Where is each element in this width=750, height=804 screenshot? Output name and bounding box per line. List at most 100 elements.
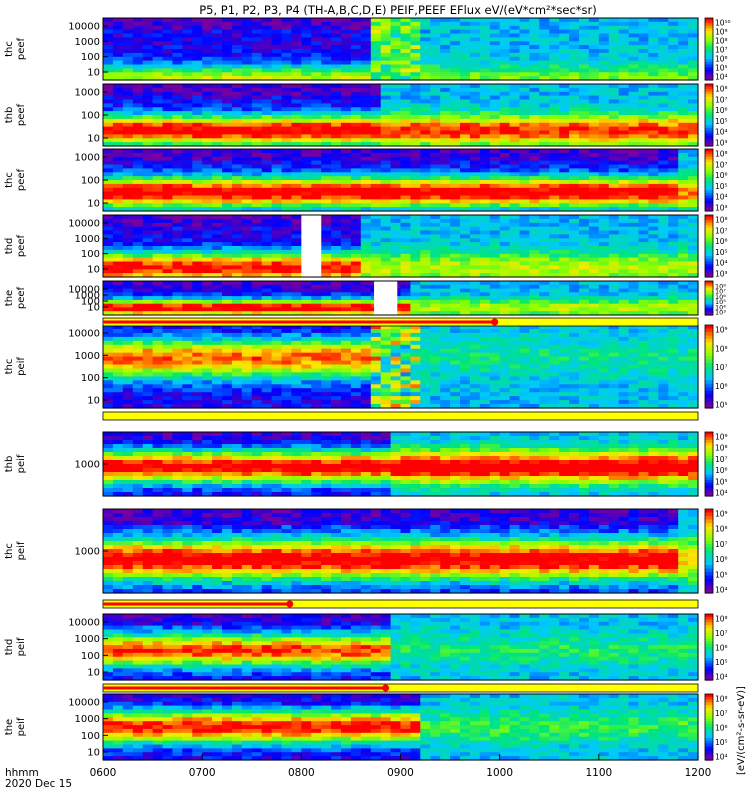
heatmap-cell <box>619 34 630 39</box>
heatmap-cell <box>678 281 689 285</box>
heatmap-cell <box>242 111 253 116</box>
heatmap-cell <box>648 22 659 27</box>
heatmap-cell <box>500 258 511 263</box>
heatmap-cell <box>430 161 441 166</box>
heatmap-cell <box>133 176 144 181</box>
heatmap-cell <box>440 296 451 300</box>
heatmap-cell <box>450 234 461 239</box>
heatmap-cell <box>401 84 412 89</box>
heatmap-cell <box>420 281 431 285</box>
heatmap-cell <box>192 68 203 73</box>
heatmap-cell <box>192 265 203 270</box>
heatmap-cell <box>153 246 164 251</box>
heatmap-cell <box>391 215 402 220</box>
heatmap-cell <box>163 165 174 170</box>
heatmap-cell <box>510 84 520 89</box>
heatmap-cell <box>470 246 481 251</box>
heatmap-cell <box>202 372 213 377</box>
heatmap-cell <box>222 285 233 289</box>
heatmap-cell <box>291 281 302 285</box>
heatmap-cell <box>242 134 253 139</box>
heatmap-cell <box>242 341 253 346</box>
heatmap-cell <box>520 300 531 304</box>
heatmap-cell <box>589 65 600 70</box>
heatmap-cell <box>440 96 451 101</box>
heatmap-cell <box>202 115 213 120</box>
heatmap-cell <box>311 127 322 132</box>
heatmap-cell <box>589 165 600 170</box>
heatmap-cell <box>589 115 600 120</box>
heatmap-cell <box>361 131 372 136</box>
heatmap-cell <box>470 215 481 220</box>
heatmap-cell <box>242 262 253 267</box>
heatmap-cell <box>450 34 461 39</box>
heatmap-cell <box>520 119 531 124</box>
heatmap-cell <box>282 149 293 154</box>
heatmap-cell <box>688 153 699 158</box>
heatmap-cell <box>619 65 630 70</box>
heatmap-cell <box>668 45 679 50</box>
heatmap-cell <box>163 103 174 108</box>
heatmap-cell <box>629 115 640 120</box>
heatmap-cell <box>539 168 550 173</box>
heatmap-cell <box>351 296 362 300</box>
heatmap-cell <box>163 281 174 285</box>
heatmap-cell <box>639 250 650 255</box>
heatmap-cell <box>163 246 174 251</box>
heatmap-cell <box>123 234 134 239</box>
heatmap-cell <box>113 234 124 239</box>
heatmap-cell <box>569 300 580 304</box>
heatmap-cell <box>500 49 511 54</box>
heatmap-cell <box>172 246 183 251</box>
heatmap-cell <box>172 300 183 304</box>
heatmap-cell <box>351 180 362 185</box>
heatmap-cell <box>579 61 590 66</box>
heatmap-cell <box>242 215 253 220</box>
heatmap-cell <box>222 296 233 300</box>
heatmap-cell <box>391 153 402 158</box>
heatmap-cell <box>658 219 669 224</box>
heatmap-cell <box>212 131 223 136</box>
heatmap-cell <box>262 372 273 377</box>
heatmap-cell <box>212 45 223 50</box>
heatmap-cell <box>113 242 124 247</box>
heatmap-cell <box>262 176 273 181</box>
heatmap-cell <box>113 84 124 89</box>
heatmap-cell <box>609 262 620 267</box>
heatmap-cell <box>143 165 154 170</box>
heatmap-cell <box>470 18 481 23</box>
heatmap-cell <box>569 246 580 251</box>
heatmap-cell <box>480 281 491 285</box>
heatmap-cell <box>470 53 481 58</box>
heatmap-cell <box>648 131 659 136</box>
heatmap-cell <box>539 219 550 224</box>
heatmap-cell <box>470 100 481 105</box>
heatmap-cell <box>232 127 243 132</box>
heatmap-cell <box>559 292 570 296</box>
heatmap-cell <box>182 153 193 158</box>
heatmap-cell <box>500 215 511 220</box>
heatmap-cell <box>599 96 610 101</box>
heatmap-cell <box>401 296 412 300</box>
heatmap-cell <box>133 292 144 296</box>
heatmap-cell <box>430 68 441 73</box>
heatmap-cell <box>401 65 412 70</box>
heatmap-cell <box>153 34 164 39</box>
heatmap-cell <box>648 34 659 39</box>
heatmap-cell <box>192 168 203 173</box>
heatmap-cell <box>410 65 421 70</box>
heatmap-cell <box>391 192 402 197</box>
heatmap-cell <box>510 168 520 173</box>
heatmap-cell <box>321 258 332 263</box>
heatmap-cell <box>510 234 520 239</box>
heatmap-cell <box>678 246 689 251</box>
heatmap-cell <box>410 184 421 189</box>
heatmap-cell <box>182 49 193 54</box>
y-tick-label: 1000 <box>75 153 100 164</box>
heatmap-cell <box>500 34 511 39</box>
heatmap-cell <box>272 234 283 239</box>
heatmap-cell <box>529 134 540 139</box>
heatmap-cell <box>331 53 342 58</box>
heatmap-cell <box>341 18 352 23</box>
heatmap-cell <box>133 300 144 304</box>
